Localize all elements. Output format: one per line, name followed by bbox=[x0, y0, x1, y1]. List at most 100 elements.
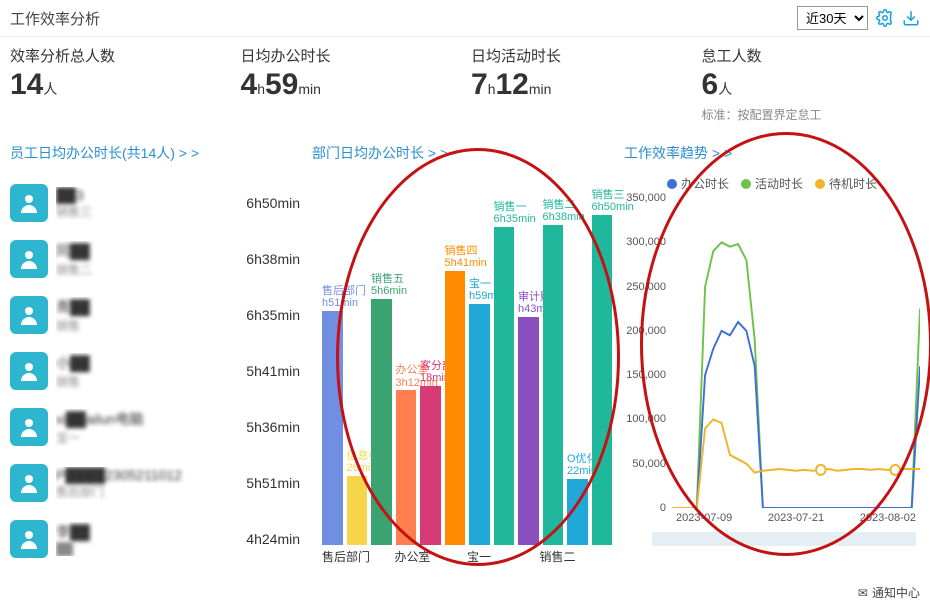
employee-name: 青██ bbox=[56, 297, 246, 317]
header-actions: 近7天近30天近90天 bbox=[797, 6, 920, 30]
stat-block: 效率分析总人数 14人 bbox=[10, 45, 229, 123]
employee-dept: 销售三 bbox=[56, 203, 246, 220]
employee-info: xi██ailun电脑 宝一 bbox=[56, 409, 246, 446]
dept-section-title[interactable]: 部门日均办公时长 > > bbox=[312, 143, 612, 163]
bar-fill bbox=[567, 479, 588, 545]
x-category: 销售二 bbox=[540, 548, 613, 565]
y-tick: 100,000 bbox=[626, 413, 666, 425]
dept-bar[interactable]: 售后部门h51min bbox=[322, 311, 343, 545]
dept-bar-chart: 售后部门h51min 信息中心26min 销售五5h6min 办公室3h12mi… bbox=[312, 175, 612, 575]
stat-label: 日均活动时长 bbox=[471, 45, 690, 66]
dept-x-axis: 售后部门办公室宝一销售二 bbox=[322, 548, 612, 565]
employee-dept: 销售二 bbox=[56, 261, 246, 278]
bar-fill bbox=[469, 304, 490, 545]
x-date: 2023-07-09 bbox=[676, 512, 732, 524]
trend-line bbox=[672, 419, 920, 508]
employee-info: 李██ ██ bbox=[56, 522, 246, 556]
series-marker bbox=[816, 465, 826, 475]
employee-name: 小██ bbox=[56, 353, 246, 373]
employee-time: 4h24min bbox=[246, 531, 300, 547]
bar-fill bbox=[420, 386, 441, 545]
employee-time: 6h50min bbox=[246, 195, 300, 211]
dept-bar[interactable]: 销售五5h6min bbox=[371, 299, 392, 545]
stat-label: 日均办公时长 bbox=[241, 45, 460, 66]
legend-item[interactable]: 活动时长 bbox=[741, 175, 803, 192]
employee-row[interactable]: 青██ 销售 6h35min bbox=[10, 287, 300, 343]
legend-label: 活动时长 bbox=[755, 175, 803, 192]
employee-info: 同██ 销售二 bbox=[56, 241, 246, 278]
date-range-select[interactable]: 近7天近30天近90天 bbox=[797, 6, 868, 30]
y-tick: 200,000 bbox=[626, 325, 666, 337]
y-tick: 0 bbox=[660, 502, 666, 514]
notification-center[interactable]: ✉ 通知中心 bbox=[858, 584, 920, 601]
time-range-slider[interactable] bbox=[652, 532, 916, 546]
employee-name: 同██ bbox=[56, 241, 246, 261]
employee-dept: ██ bbox=[56, 542, 246, 556]
legend-dot bbox=[667, 179, 677, 189]
employees-section-title[interactable]: 员工日均办公时长(共14人) > > bbox=[10, 143, 300, 163]
employee-row[interactable]: 李██ ██ 4h24min bbox=[10, 511, 300, 567]
avatar bbox=[10, 184, 48, 222]
employee-row[interactable]: P████2305211012 售后部门 5h51min bbox=[10, 455, 300, 511]
legend-label: 待机时长 bbox=[829, 175, 877, 192]
bar-fill bbox=[518, 317, 539, 545]
stat-block: 日均办公时长 4h59min bbox=[241, 45, 460, 123]
y-tick: 50,000 bbox=[632, 458, 666, 470]
dept-bar[interactable]: 办公室3h12min bbox=[396, 390, 417, 545]
dept-bar[interactable]: 销售三6h50min bbox=[592, 215, 613, 545]
bar-fill bbox=[396, 390, 417, 545]
legend-dot bbox=[741, 179, 751, 189]
x-category: 办公室 bbox=[395, 548, 468, 565]
page-title: 工作效率分析 bbox=[10, 8, 100, 29]
employee-dept: 销售 bbox=[56, 373, 246, 390]
dept-bar[interactable]: 审计财务h43min bbox=[518, 317, 539, 545]
dept-bar[interactable]: 销售二6h38min bbox=[543, 225, 564, 545]
stat-label: 怠工人数 bbox=[702, 45, 921, 66]
stat-value: 6人 bbox=[702, 68, 921, 102]
dept-bar[interactable]: 宝一h59min bbox=[469, 304, 490, 545]
avatar bbox=[10, 352, 48, 390]
employee-time: 5h51min bbox=[246, 475, 300, 491]
avatar bbox=[10, 464, 48, 502]
dept-panel: 部门日均办公时长 > > 售后部门h51min 信息中心26min 销售五5h6… bbox=[312, 143, 612, 598]
download-icon[interactable] bbox=[902, 9, 920, 27]
bar-label: 销售二6h38min bbox=[543, 198, 585, 222]
envelope-icon: ✉ bbox=[858, 586, 868, 600]
bar-fill bbox=[371, 299, 392, 545]
stat-value: 14人 bbox=[10, 68, 229, 102]
stat-label: 效率分析总人数 bbox=[10, 45, 229, 66]
employee-row[interactable]: ██3 销售三 6h50min bbox=[10, 175, 300, 231]
dept-bar[interactable]: 信息中心26min bbox=[347, 476, 368, 545]
trend-line bbox=[672, 322, 920, 508]
avatar bbox=[10, 520, 48, 558]
trend-section-title[interactable]: 工作效率趋势 > > bbox=[624, 143, 920, 163]
legend-item[interactable]: 办公时长 bbox=[667, 175, 729, 192]
employee-name: xi██ailun电脑 bbox=[56, 409, 246, 429]
stat-block: 日均活动时长 7h12min bbox=[471, 45, 690, 123]
avatar bbox=[10, 240, 48, 278]
trend-panel: 工作效率趋势 > > 办公时长活动时长待机时长 050,000100,00015… bbox=[624, 143, 920, 598]
stat-block: 怠工人数 6人 标准：按配置界定怠工 bbox=[702, 45, 921, 123]
employee-row[interactable]: 小██ 销售 5h41min bbox=[10, 343, 300, 399]
legend-item[interactable]: 待机时长 bbox=[815, 175, 877, 192]
dept-bar[interactable]: 销售四5h41min bbox=[445, 271, 466, 545]
body-columns: 员工日均办公时长(共14人) > > ██3 销售三 6h50min 同██ 销… bbox=[0, 123, 930, 598]
dept-bar[interactable]: 销售一6h35min bbox=[494, 227, 515, 545]
bar-label: 销售四5h41min bbox=[445, 244, 487, 268]
dept-bar[interactable]: O优化22min bbox=[567, 479, 588, 545]
trend-x-axis: 2023-07-092023-07-212023-08-02 bbox=[672, 512, 920, 524]
avatar bbox=[10, 408, 48, 446]
employee-row[interactable]: 同██ 销售二 6h38min bbox=[10, 231, 300, 287]
bar-fill bbox=[494, 227, 515, 545]
bar-fill bbox=[322, 311, 343, 545]
bar-label: 销售五5h6min bbox=[371, 273, 407, 297]
dept-bar[interactable]: 客分部18min bbox=[420, 386, 441, 545]
stat-sub: 标准：按配置界定怠工 bbox=[702, 106, 921, 123]
legend-label: 办公时长 bbox=[681, 175, 729, 192]
notification-label: 通知中心 bbox=[872, 584, 920, 601]
employee-time: 5h41min bbox=[246, 363, 300, 379]
bar-fill bbox=[445, 271, 466, 545]
x-category: 售后部门 bbox=[322, 548, 395, 565]
gear-icon[interactable] bbox=[876, 9, 894, 27]
employee-row[interactable]: xi██ailun电脑 宝一 5h36min bbox=[10, 399, 300, 455]
